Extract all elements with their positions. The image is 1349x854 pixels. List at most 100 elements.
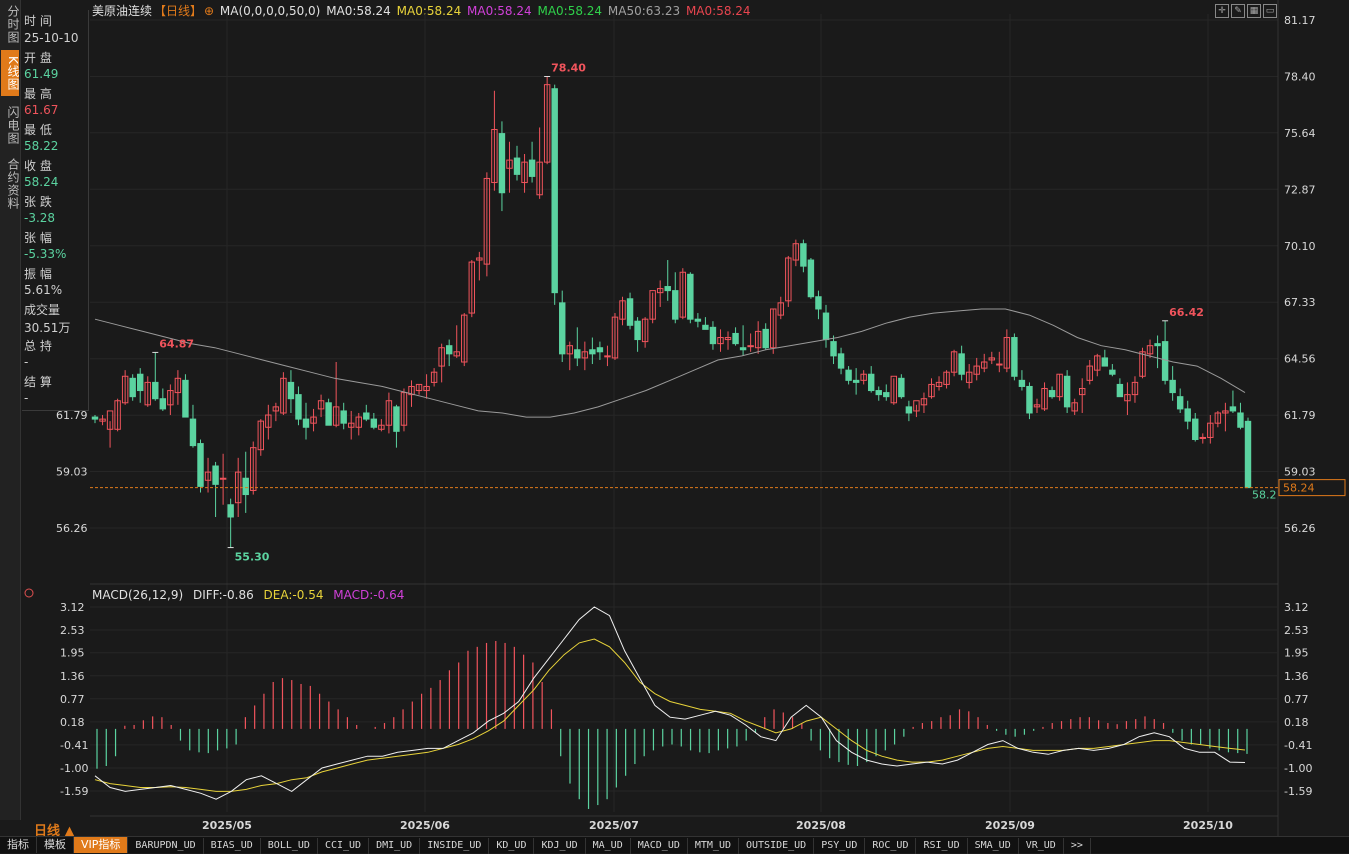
left-price-tick-label: 56.26: [56, 522, 88, 535]
indicator-tab-macd-ud[interactable]: MACD_UD: [631, 838, 688, 854]
indicator-tab-0[interactable]: 指标: [0, 837, 37, 853]
macd-diff-value: DIFF:-0.86: [192, 588, 254, 602]
tab-time-sharing[interactable]: 分时图: [6, 4, 20, 44]
high-annotation: 78.40: [551, 61, 586, 74]
indicator-tab-cci-ud[interactable]: CCI_UD: [318, 838, 370, 854]
indicator-tab-bias-ud[interactable]: BIAS_UD: [204, 838, 261, 854]
candle-up: [785, 257, 792, 302]
candle-down: [672, 290, 679, 320]
macd-title[interactable]: MACD(26,12,9): [92, 588, 184, 602]
candle-up: [491, 129, 498, 184]
indicator-tab-sma-ud[interactable]: SMA_UD: [968, 838, 1019, 854]
indicator-tab-mtm-ud[interactable]: MTM_UD: [688, 838, 739, 854]
ma-params[interactable]: MA(0,0,0,0,50,0): [219, 4, 321, 18]
candle-up: [521, 161, 528, 184]
period-tag[interactable]: 【日线】: [154, 4, 203, 18]
macd-left-tick-label: 0.77: [60, 693, 85, 706]
candle-up: [167, 390, 174, 406]
candle-down: [589, 349, 596, 355]
macd-left-tick-label: -1.59: [60, 785, 88, 798]
candle-down: [845, 369, 852, 381]
change-pct-label: 张 幅: [24, 231, 52, 245]
candle-up: [1056, 373, 1063, 398]
candle-down: [1026, 385, 1033, 414]
candle-up: [604, 355, 611, 358]
change-label: 张 跌: [24, 195, 52, 209]
candle-up: [438, 347, 445, 367]
indicator-tab-kd-ud[interactable]: KD_UD: [489, 838, 535, 854]
last-price-box: [1278, 479, 1346, 497]
settlement-label: 结 算: [24, 375, 52, 389]
kline-header: 美原油连续 【日线】 ⊕ MA(0,0,0,0,50,0) MA0:58.24 MA…: [92, 2, 753, 18]
draw-tool-icon[interactable]: ✎: [1231, 4, 1245, 18]
indicator-tab-vip[interactable]: VIP指标: [74, 837, 129, 853]
macd-tick-label: -1.00: [1284, 762, 1312, 775]
quote-info-panel: 时 间 25-10-10 开 盘 61.49 最 高 61.67 最 低 58.…: [22, 10, 89, 411]
indicator-tab-boll-ud[interactable]: BOLL_UD: [261, 838, 318, 854]
period-selector[interactable]: 日线 ▲: [34, 824, 75, 839]
grid-icon[interactable]: ▦: [1247, 4, 1261, 18]
candle-up: [1086, 365, 1093, 381]
candle-up: [890, 375, 898, 404]
settings-icon[interactable]: ⊕: [204, 4, 215, 18]
candle-down: [1048, 390, 1056, 398]
candle-down: [1101, 357, 1109, 367]
tab-flash-chart[interactable]: 闪电图: [6, 105, 20, 145]
indicator-tab-barupdn-ud[interactable]: BARUPDN_UD: [128, 838, 204, 854]
tab-kline[interactable]: K线图: [1, 50, 20, 96]
candle-up: [99, 418, 106, 422]
candle-down: [822, 312, 830, 341]
indicator-tab-1[interactable]: 模板: [37, 837, 74, 853]
x-axis-label: 2025/10: [1183, 819, 1233, 832]
candle-up: [641, 318, 649, 343]
candle-down: [91, 416, 99, 420]
chart-canvas[interactable]: 81.17 78.40 75.64 72.87 70.10 67.33 64.56 61.79…: [0, 0, 1349, 836]
x-axis-label: 2025/05: [202, 819, 252, 832]
indicator-tab-inside-ud[interactable]: INSIDE_UD: [420, 838, 490, 854]
indicator-tab-rsi-ud[interactable]: RSI_UD: [916, 838, 968, 854]
macd-header: MACD(26,12,9) DIFF:-0.86 DEA:-0.54 MACD:…: [92, 588, 410, 604]
macd-left-tick-label: 1.36: [60, 670, 85, 683]
indicator-tab-ma-ud[interactable]: MA_UD: [586, 838, 631, 854]
candle-up: [430, 371, 438, 383]
candle-down: [1154, 343, 1161, 347]
indicator-tab-kdj-ud[interactable]: KDJ_UD: [534, 838, 586, 854]
candle-down: [370, 418, 378, 428]
candle-up: [543, 84, 551, 163]
macd-tick-label: 1.95: [1284, 647, 1309, 660]
candle-up: [272, 406, 280, 412]
candle-down: [513, 157, 521, 175]
indicator-tab-psy-ud[interactable]: PSY_UD: [814, 838, 866, 854]
macd-tick-label: -0.41: [1284, 739, 1312, 752]
candle-up: [317, 400, 325, 410]
indicator-tab-vr-ud[interactable]: VR_UD: [1019, 838, 1064, 854]
indicator-tab-outside-ud[interactable]: OUTSIDE_UD: [739, 838, 815, 854]
price-tick-label: 64.56: [1284, 353, 1316, 366]
macd-hist-value: MACD:-0.64: [333, 588, 405, 602]
crosshair-icon[interactable]: ✛: [1215, 4, 1229, 18]
tab-contract-info[interactable]: 合约资料: [6, 158, 20, 210]
candle-down: [212, 465, 219, 485]
candle-down: [634, 320, 641, 341]
candle-down: [762, 328, 769, 349]
indicator-tab-dmi-ud[interactable]: DMI_UD: [369, 838, 421, 854]
candle-down: [867, 373, 875, 392]
candle-up: [355, 416, 362, 428]
indicator-tab-20[interactable]: >>: [1064, 838, 1091, 854]
candle-down: [129, 377, 136, 398]
candle-down: [1176, 396, 1184, 410]
candle-down: [242, 477, 249, 496]
candle-up: [860, 373, 867, 381]
candle-up: [792, 243, 800, 261]
close-label: 收 盘: [24, 159, 52, 173]
macd-tick-label: 2.53: [1284, 624, 1309, 637]
ma-value-2: MA0:58.24: [396, 4, 462, 18]
candle-up: [928, 383, 935, 398]
candle-up: [1146, 345, 1154, 355]
candle-up: [219, 477, 227, 480]
indicator-tab-roc-ud[interactable]: ROC_UD: [865, 838, 917, 854]
window-icon[interactable]: ▭: [1263, 4, 1277, 18]
ma-value-4: MA0:58.24: [537, 4, 603, 18]
open-value: 61.49: [24, 67, 59, 81]
last-price-label: 58.24: [1283, 482, 1315, 495]
